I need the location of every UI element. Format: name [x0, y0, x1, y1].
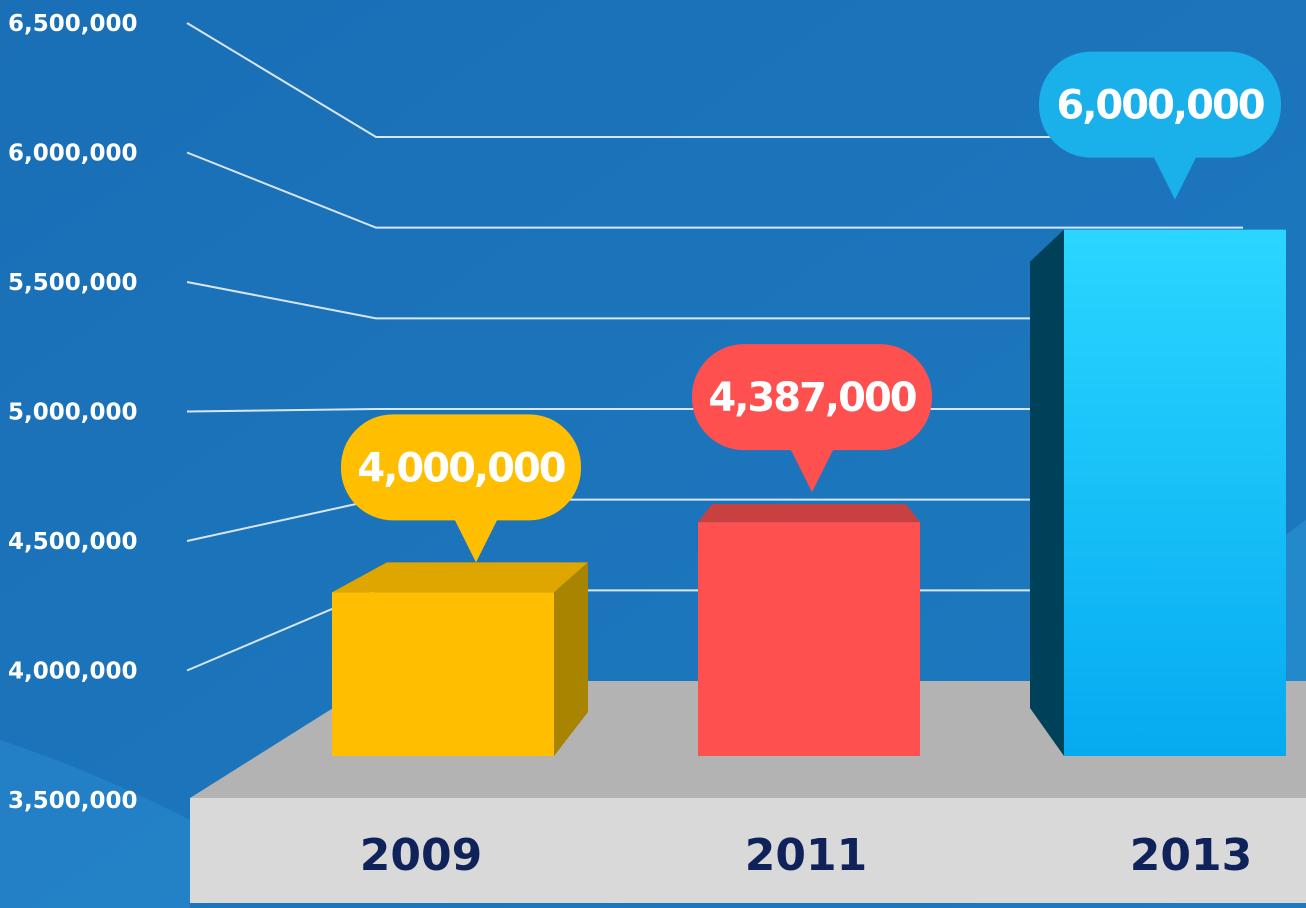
data-label-pointer: [1153, 155, 1197, 200]
floor-front: [190, 798, 1306, 903]
data-label-pointer: [790, 448, 834, 493]
bar-top-face: [698, 504, 920, 523]
data-label-bubble: [692, 344, 932, 451]
bar-front-face: [1064, 229, 1286, 756]
bar-top-face: [332, 562, 588, 593]
data-label-text: 4,387,000: [708, 375, 915, 421]
y-tick-label: 6,000,000: [8, 141, 138, 167]
y-tick-label: 3,500,000: [8, 788, 138, 814]
data-label-bubble: [1039, 51, 1281, 158]
data-label-pointer: [454, 518, 498, 563]
y-tick-label: 6,500,000: [8, 11, 138, 37]
data-label-2011: 4,387,000: [692, 344, 932, 493]
x-axis-category-labels: 2009 2011 2013: [360, 830, 1252, 881]
bar-front-face: [698, 522, 920, 756]
bar-front-face: [332, 592, 554, 756]
y-axis-tick-labels: 3,500,000 4,000,000 4,500,000 5,000,000 5,50…: [8, 11, 138, 814]
y-tick-label: 4,500,000: [8, 529, 138, 555]
data-label-text: 6,000,000: [1056, 83, 1263, 129]
bar-2013: [1030, 229, 1286, 756]
data-labels: 4,000,000 4,387,000 6,000,000: [341, 51, 1281, 563]
bar-side-face: [1030, 229, 1064, 756]
bar-2011: [698, 504, 920, 756]
data-label-2013: 6,000,000: [1039, 51, 1281, 200]
x-tick-label: 2009: [360, 830, 482, 881]
y-tick-label: 5,000,000: [8, 400, 138, 426]
x-tick-label: 2011: [745, 830, 867, 881]
grid-line: [186, 22, 1243, 138]
y-tick-label: 4,000,000: [8, 659, 138, 685]
grid-line: [186, 281, 1243, 320]
y-tick-label: 5,500,000: [8, 270, 138, 296]
x-tick-label: 2013: [1130, 830, 1252, 881]
grid-line: [186, 408, 1243, 413]
data-label-text: 4,000,000: [357, 445, 564, 491]
background-wave-bottom-left: [0, 740, 190, 908]
grid-line: [186, 151, 1243, 229]
data-label-2009: 4,000,000: [341, 414, 581, 563]
bar-2009: [332, 562, 588, 756]
bar-side-face: [554, 562, 588, 756]
bars: [332, 229, 1286, 756]
data-label-bubble: [341, 414, 581, 521]
